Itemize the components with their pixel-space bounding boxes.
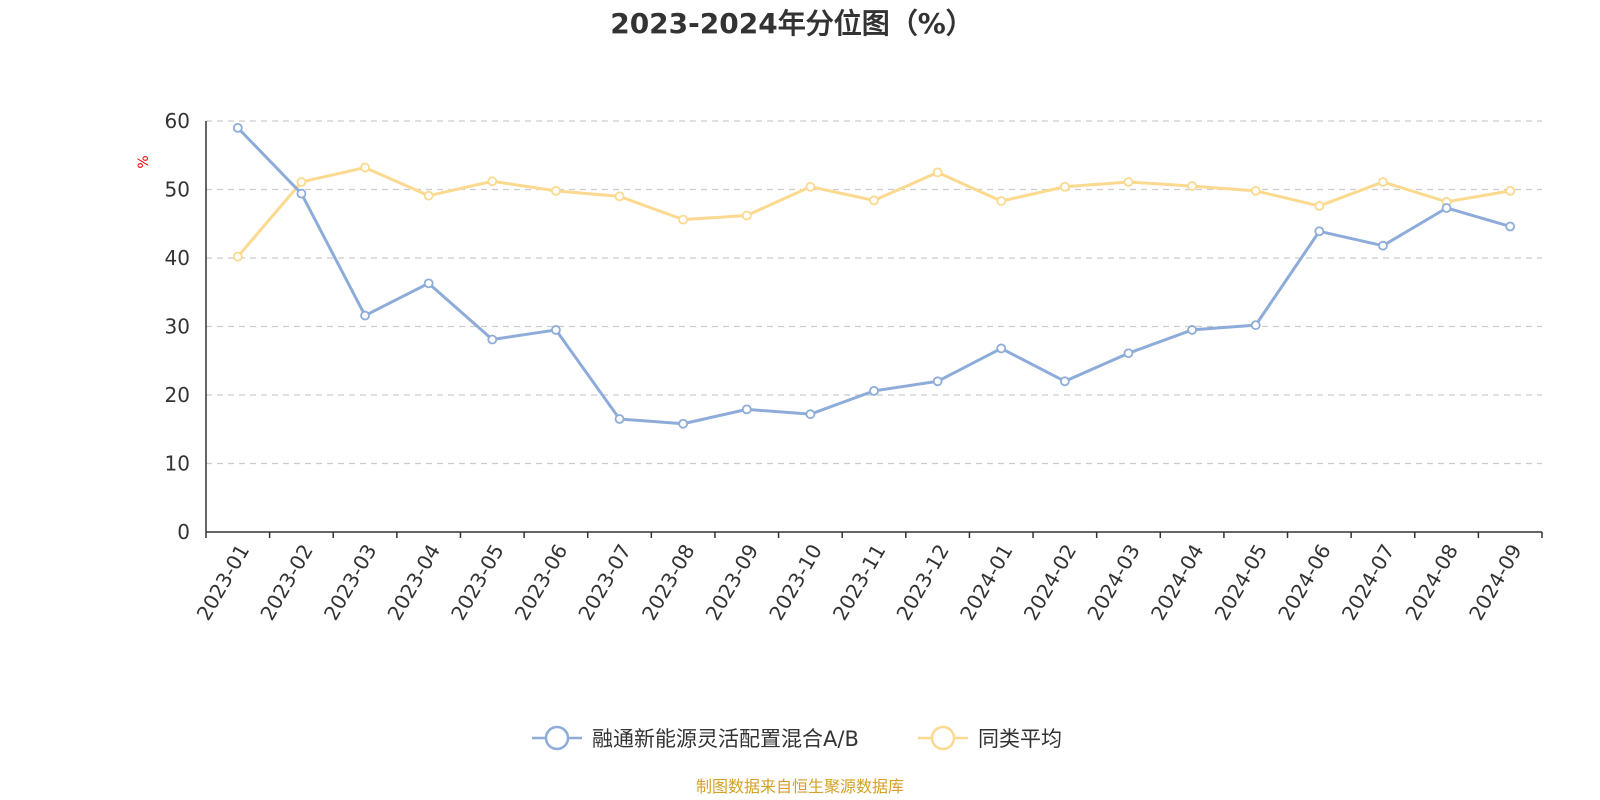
data-point (1187, 325, 1197, 335)
series-1 (232, 122, 1516, 429)
x-tick-label: 2024-06 (1273, 540, 1336, 624)
data-point (1187, 181, 1197, 191)
data-point (551, 325, 561, 335)
data-point (932, 167, 943, 178)
data-point (1250, 185, 1261, 196)
data-point (423, 278, 434, 289)
data-point (614, 191, 625, 202)
data-point (296, 188, 307, 199)
series-line (236, 126, 1512, 426)
legend-label: 同类平均 (978, 727, 1062, 751)
data-point (360, 162, 370, 173)
x-tick-label: 2023-03 (319, 540, 382, 624)
data-point (1441, 203, 1452, 213)
y-tick-label: 10 (165, 452, 190, 476)
data-point (487, 334, 498, 345)
legend-item-1[interactable]: 融通新能源灵活配置混合A/B (532, 725, 859, 751)
data-point (232, 251, 243, 262)
data-point (296, 177, 307, 187)
data-point (1059, 376, 1070, 387)
series-lines (232, 122, 1516, 429)
x-tick-label: 2023-02 (255, 540, 318, 624)
data-point (678, 418, 689, 429)
x-tick-label: 2023-09 (701, 540, 764, 624)
data-point (741, 210, 752, 221)
x-tick-label: 2023-11 (828, 540, 891, 624)
x-tick-label: 2024-09 (1464, 540, 1527, 624)
legend-label: 融通新能源灵活配置混合A/B (592, 727, 859, 751)
x-tick-label: 2023-04 (382, 540, 445, 624)
data-point (1059, 181, 1070, 192)
x-tick-label: 2024-03 (1082, 540, 1145, 624)
y-tick-label: 60 (165, 109, 190, 133)
x-tick-label: 2024-08 (1400, 540, 1463, 624)
data-point (805, 181, 816, 192)
data-point (1505, 221, 1516, 232)
data-point (932, 376, 943, 387)
x-tick-label: 2024-02 (1019, 540, 1082, 624)
legend-item-2[interactable]: 同类平均 (918, 725, 1062, 751)
data-point (1250, 320, 1261, 331)
series-2 (232, 162, 1516, 262)
data-point (551, 185, 561, 196)
y-tick-label: 40 (165, 246, 190, 270)
series-line (236, 166, 1512, 259)
data-point (1314, 226, 1325, 237)
x-tick-label: 2024-07 (1337, 540, 1400, 624)
data-point (996, 196, 1007, 207)
data-point (869, 195, 879, 206)
legend[interactable]: 融通新能源灵活配置混合A/B 同类平均 (532, 725, 1062, 751)
y-axis-unit: % (136, 155, 152, 168)
y-tick-label: 20 (165, 383, 190, 407)
grid-lines (206, 120, 1542, 465)
data-point (805, 409, 816, 420)
legend-marker (544, 725, 570, 751)
x-tick-label: 2023-07 (573, 540, 636, 624)
data-point (678, 214, 689, 225)
x-tick-label: 2023-01 (192, 540, 255, 624)
data-point (614, 414, 625, 424)
x-tick-label: 2023-12 (891, 540, 954, 624)
y-tick-label: 30 (165, 315, 190, 339)
x-tick-label: 2024-05 (1210, 540, 1273, 624)
data-point (487, 176, 498, 187)
data-point (741, 404, 752, 415)
data-point (1378, 240, 1388, 251)
y-tick-label: 50 (165, 178, 190, 202)
source-note: 制图数据来自恒生聚源数据库 (696, 777, 904, 796)
data-point (1123, 348, 1134, 359)
data-point (1378, 177, 1388, 187)
y-tick-label: 0 (177, 520, 190, 544)
chart-title: 2023-2024年分位图（%） (610, 7, 974, 40)
data-point (869, 385, 879, 396)
data-point (996, 343, 1007, 354)
x-tick-label: 2023-05 (446, 540, 509, 624)
data-point (1314, 201, 1325, 211)
x-tick-label: 2024-04 (1146, 540, 1209, 624)
data-point (423, 190, 434, 201)
data-point (360, 310, 370, 321)
x-tick-label: 2023-08 (637, 540, 700, 624)
data-point (1123, 177, 1134, 187)
x-tick-label: 2024-01 (955, 540, 1018, 624)
legend-marker (930, 725, 956, 751)
data-point (232, 122, 243, 133)
x-tick-label: 2023-06 (510, 540, 573, 624)
data-point (1505, 185, 1516, 196)
x-tick-label: 2023-10 (764, 540, 827, 624)
